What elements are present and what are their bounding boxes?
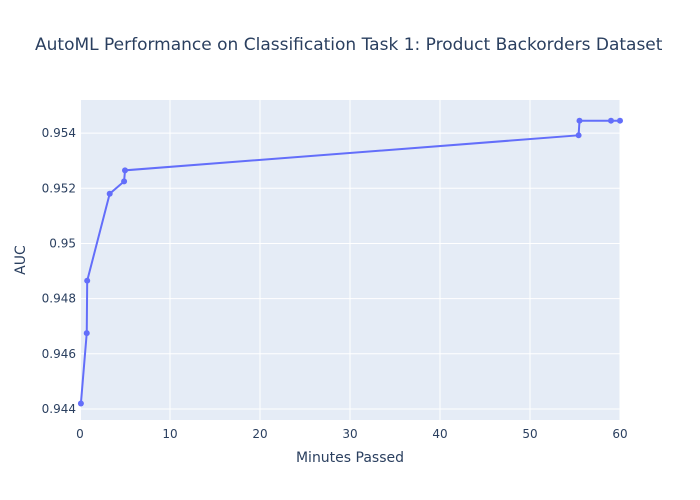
y-axis-title: AUC bbox=[13, 245, 29, 275]
data-point bbox=[617, 117, 623, 124]
series-line bbox=[79, 119, 620, 404]
y-tick-label: 0.946 bbox=[42, 347, 76, 361]
x-axis-title: Minutes Passed bbox=[296, 450, 404, 466]
x-tick-label: 60 bbox=[612, 427, 627, 441]
data-series bbox=[77, 117, 623, 407]
data-point bbox=[83, 330, 90, 337]
x-tick-label: 20 bbox=[252, 427, 267, 441]
axis-ticks: 0 10 20 30 40 50 60 0.944 0.946 0.948 0.95 0.952 0.9… bbox=[42, 126, 628, 441]
y-tick-label: 0.948 bbox=[42, 292, 76, 306]
x-tick-label: 50 bbox=[522, 427, 537, 441]
data-point bbox=[576, 117, 583, 124]
x-tick-label: 10 bbox=[162, 427, 177, 441]
data-point bbox=[575, 132, 582, 139]
chart-title: AutoML Performance on Classification Tas… bbox=[35, 35, 663, 55]
y-tick-label: 0.954 bbox=[42, 126, 76, 140]
data-point bbox=[77, 400, 84, 407]
y-tick-label: 0.952 bbox=[42, 181, 76, 195]
data-point bbox=[84, 277, 91, 284]
x-tick-label: 0 bbox=[76, 427, 84, 441]
data-point bbox=[121, 178, 128, 185]
y-tick-label: 0.95 bbox=[49, 236, 76, 250]
data-point bbox=[106, 190, 113, 197]
y-tick-label: 0.944 bbox=[42, 402, 76, 416]
x-tick-label: 30 bbox=[342, 427, 357, 441]
x-tick-label: 40 bbox=[432, 427, 447, 441]
data-point bbox=[608, 117, 614, 124]
data-point bbox=[122, 167, 128, 174]
